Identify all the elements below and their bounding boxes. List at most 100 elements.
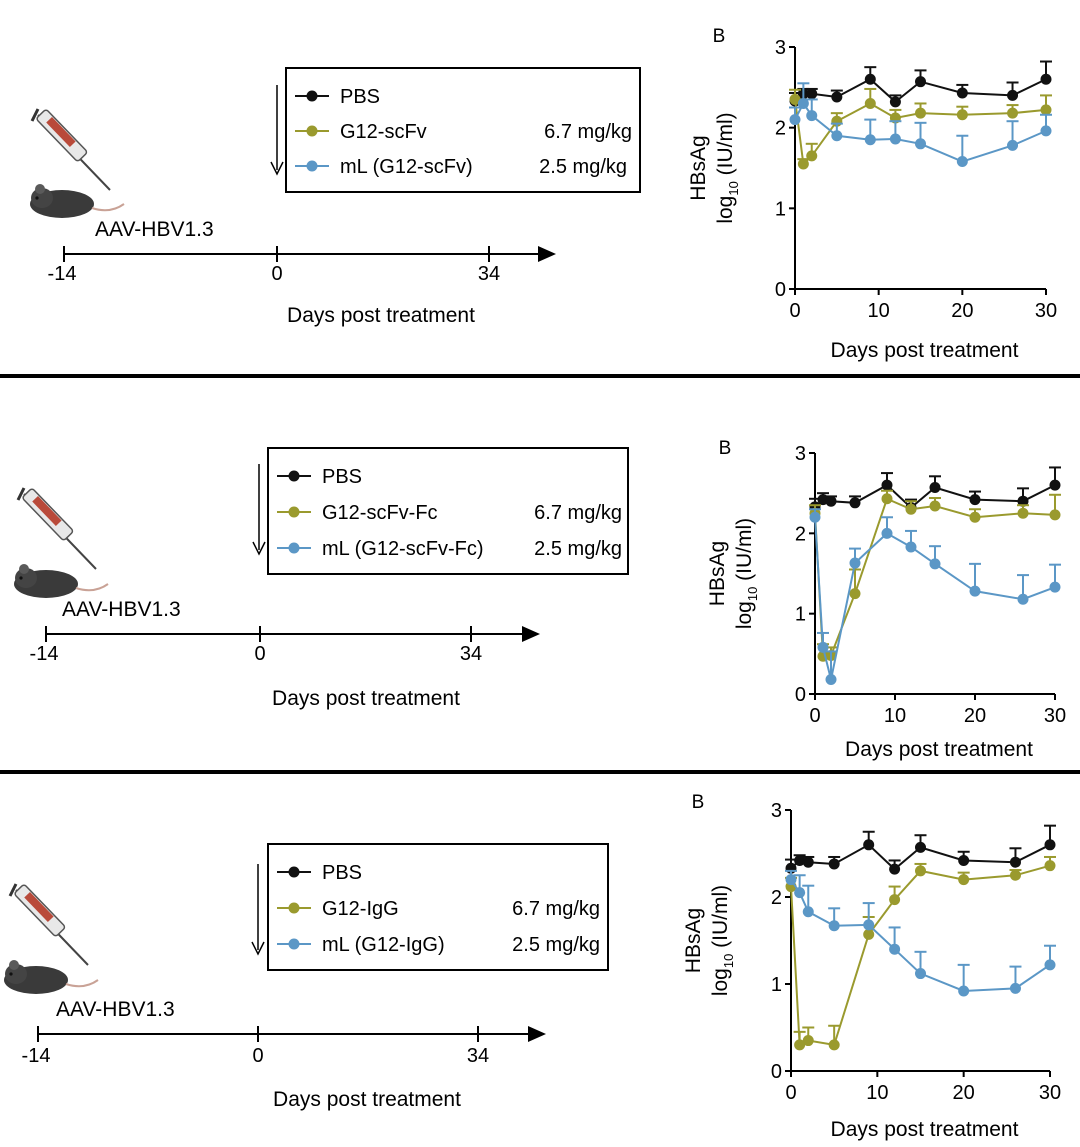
data-point [956,156,968,168]
x-tick-label: 0 [789,300,800,322]
legend-dose: 2.5 mg/kg [534,538,622,560]
legend-box [285,67,641,193]
panel-letter: B [719,438,732,459]
data-point [1017,495,1029,507]
data-point [817,641,829,653]
data-point [806,88,818,100]
y-axis-label-unit: log10 (IU/ml) [714,112,741,223]
data-point [958,854,970,866]
model-label: AAV-HBV1.3 [95,218,214,241]
data-point [1009,982,1021,994]
data-point [797,158,809,170]
panel-letter: B [692,792,705,813]
data-point [802,906,814,918]
legend-swatch-marker [306,90,318,102]
y-tick-label: 2 [775,118,786,140]
panel-3: AAV-HBV1.3 -14 0 34 Days post treatment … [0,774,1080,1147]
data-point [806,150,818,162]
data-point [1009,869,1021,881]
legend-label-multimer: mL (G12-IgG) [322,934,445,956]
mouse-icon [14,564,109,598]
panel-1: AAV-HBV1.3 -14 0 34 Days post treatment … [0,0,1080,374]
y-tick-label: 0 [775,279,786,301]
x-tick-label: 20 [964,705,986,727]
series-line [794,99,1047,167]
data-point [802,856,814,868]
data-point [1040,73,1052,85]
data-point [929,482,941,494]
data-point [825,674,837,686]
x-axis-label: Days post treatment [831,339,1019,362]
data-point [849,557,861,569]
legend-label-monomer: G12-scFv [340,121,427,143]
data-point [789,93,801,105]
data-point [1044,860,1056,872]
data-point [828,1039,840,1051]
syringe-icon [16,487,97,570]
legend-dose: 6.7 mg/kg [512,898,600,920]
data-point [915,138,926,150]
data-point [828,920,840,932]
data-point [794,1039,806,1051]
timeline-tick-label: 34 [478,263,500,285]
legend-label-pbs: PBS [322,862,362,884]
legend-dose: 6.7 mg/kg [534,502,622,524]
timeline-tick-label: 0 [271,263,282,285]
y-axis-label: HBsAg [687,135,710,200]
y-tick-label: 2 [771,887,782,909]
data-point [1049,479,1061,491]
y-axis-label-unit: log10 (IU/ml) [733,518,760,629]
legend-swatch-marker [288,866,300,878]
data-point [1040,104,1052,116]
timeline-arrowhead [528,1026,546,1042]
data-point [889,133,901,145]
x-tick-label: 10 [866,1082,888,1104]
timeline-tick-label: 0 [254,643,265,665]
legend-label-monomer: G12-scFv-Fc [322,502,438,524]
panel-letter: B [713,26,726,47]
data-point [794,887,806,899]
legend-label-multimer: mL (G12-scFv-Fc) [322,538,483,560]
data-point [1007,107,1019,119]
data-point [1040,125,1052,137]
data-point [958,985,970,997]
timeline-tick-label: -14 [30,643,59,665]
data-point [864,134,876,146]
legend-box [267,843,609,971]
timeline-arrowhead [538,246,556,262]
series-line [790,879,1051,992]
y-axis-label: HBsAg [682,908,705,973]
data-point [889,96,901,108]
x-tick-label: 30 [1035,300,1057,322]
data-point [915,865,926,877]
data-point [905,503,917,515]
syringe-icon [30,108,111,191]
legend-label-pbs: PBS [322,466,362,488]
data-point [825,495,837,507]
data-point [1007,139,1019,151]
data-point [969,494,981,506]
data-point [889,943,901,955]
y-tick-label: 1 [795,604,806,626]
data-point [905,541,917,553]
syringe-icon [8,883,89,966]
panel-divider [0,770,1080,774]
legend-dose: 2.5 mg/kg [512,934,600,956]
series-line [814,517,1056,680]
timeline-xlabel: Days post treatment [273,1088,461,1111]
data-point [915,841,926,853]
data-point [1044,839,1056,851]
data-point [864,73,876,85]
data-point [1007,89,1019,101]
mouse-icon [4,960,99,994]
data-point [864,97,876,109]
data-point [956,87,968,99]
data-point [789,114,801,126]
data-point [1044,959,1056,971]
data-point [849,588,861,600]
data-point [889,863,901,875]
timeline-arrowhead [522,626,540,642]
x-axis-label: Days post treatment [845,738,1033,761]
